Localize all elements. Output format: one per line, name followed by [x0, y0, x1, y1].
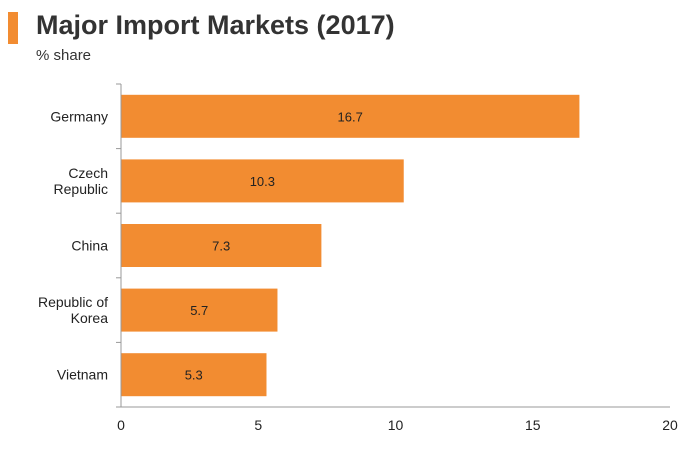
- x-tick-label: 15: [525, 417, 541, 433]
- x-tick-label: 10: [388, 417, 404, 433]
- category-label-line: Vietnam: [57, 367, 108, 383]
- bar-value-label: 10.3: [250, 174, 275, 189]
- bar-value-label: 5.7: [190, 303, 208, 318]
- bar: [121, 159, 404, 203]
- category-label: Czech Republic: [54, 165, 108, 197]
- chart-title: Major Import Markets (2017): [36, 10, 395, 40]
- bar-value-label: 5.3: [185, 368, 203, 383]
- category-label: China: [71, 238, 108, 254]
- category-label-line: Republic of: [38, 294, 108, 310]
- chart-subtitle: % share: [36, 47, 92, 64]
- category-label-line: Czech: [68, 165, 108, 181]
- category-label: Germany: [50, 108, 108, 124]
- bar: [121, 353, 267, 397]
- category-label: Republic of Korea: [38, 294, 108, 326]
- bar-value-label: 7.3: [212, 239, 230, 254]
- x-tick-label: 0: [117, 417, 125, 433]
- bar-value-label: 16.7: [338, 109, 363, 124]
- x-tick-label: 20: [662, 417, 678, 433]
- category-label: Vietnam: [57, 367, 108, 383]
- category-label-line: Germany: [50, 108, 108, 124]
- bar: [121, 288, 278, 332]
- category-label-line: Republic: [54, 181, 108, 197]
- category-label-line: China: [71, 238, 108, 254]
- bar: [121, 224, 322, 267]
- title-accent-bar: [8, 12, 18, 44]
- bar: [121, 94, 580, 138]
- category-label-line: Korea: [71, 310, 109, 326]
- x-tick-label: 5: [254, 417, 262, 433]
